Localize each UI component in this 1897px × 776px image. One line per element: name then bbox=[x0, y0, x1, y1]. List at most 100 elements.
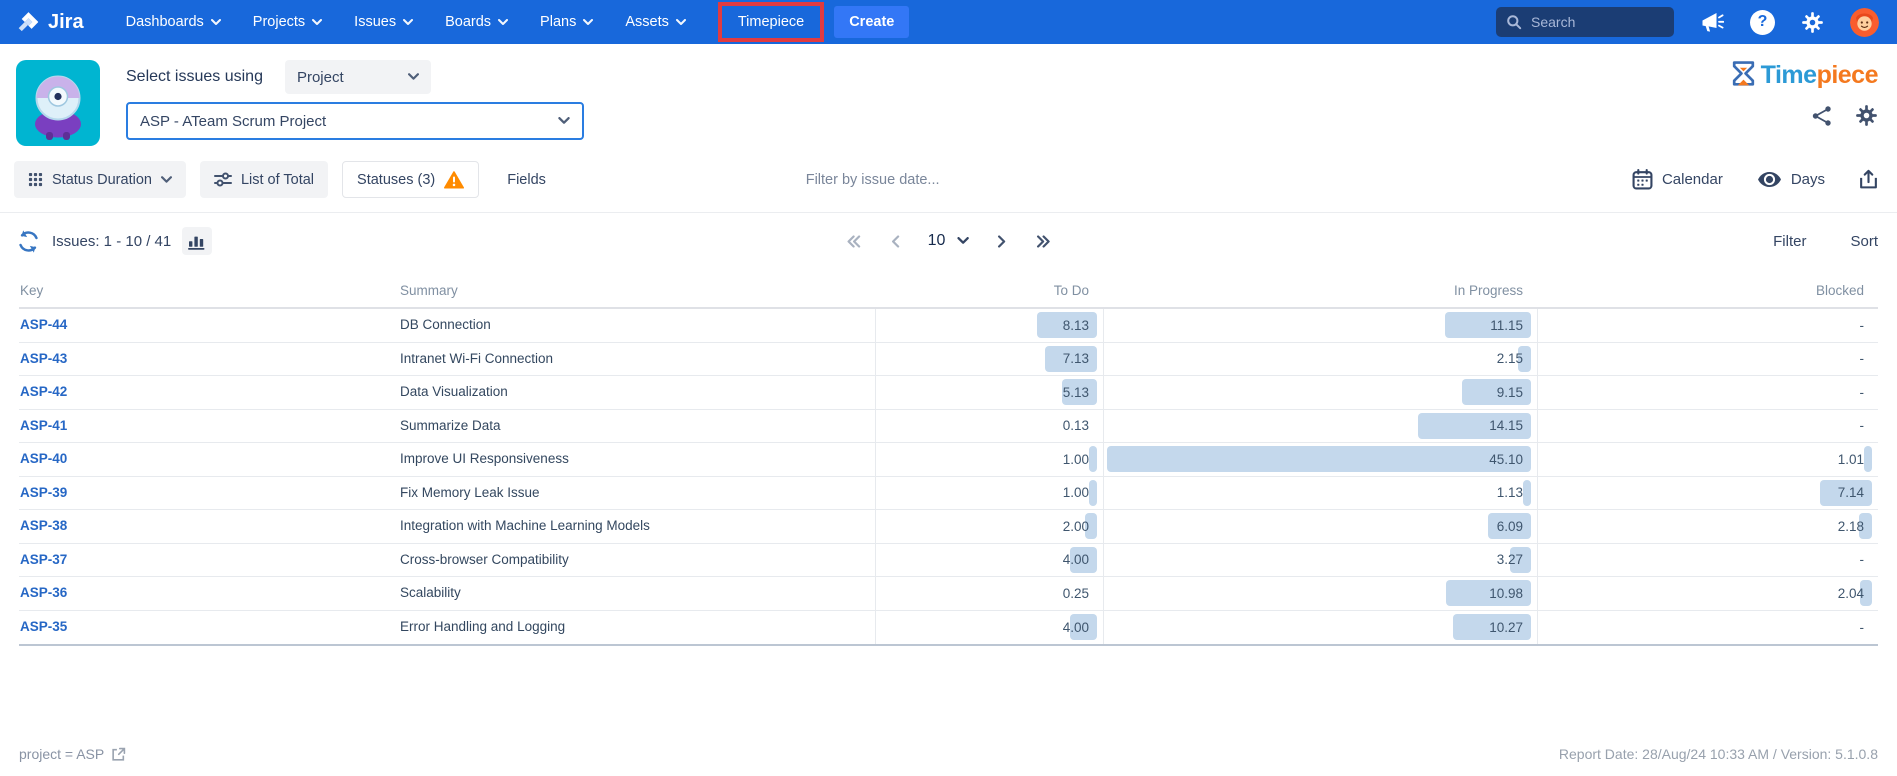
summary-cell: Intranet Wi-Fi Connection bbox=[400, 350, 875, 368]
todo-value: 4.00 bbox=[1063, 620, 1089, 635]
column-header-summary[interactable]: Summary bbox=[400, 283, 875, 298]
key-cell: ASP-42 bbox=[19, 383, 400, 401]
issue-key-link[interactable]: ASP-35 bbox=[20, 619, 67, 634]
table-row: ASP-35 Error Handling and Logging 4.00 1… bbox=[19, 611, 1878, 645]
issue-key-link[interactable]: ASP-37 bbox=[20, 552, 67, 567]
statuses-button[interactable]: Statuses (3) bbox=[342, 161, 479, 198]
bar-chart-icon[interactable] bbox=[182, 227, 212, 255]
refresh-icon[interactable] bbox=[16, 229, 41, 254]
search-box[interactable] bbox=[1496, 7, 1674, 37]
summary-cell: Fix Memory Leak Issue bbox=[400, 484, 875, 502]
nav-item-plans[interactable]: Plans bbox=[540, 14, 593, 30]
first-page-button[interactable] bbox=[844, 233, 863, 250]
nav-item-dashboards[interactable]: Dashboards bbox=[126, 14, 221, 30]
gear-icon[interactable] bbox=[1801, 11, 1824, 34]
nav-item-boards[interactable]: Boards bbox=[445, 14, 508, 30]
jql-text: project = ASP bbox=[19, 746, 104, 762]
issue-key-link[interactable]: ASP-41 bbox=[20, 418, 67, 433]
nav-item-issues[interactable]: Issues bbox=[354, 14, 413, 30]
app-icon bbox=[16, 60, 100, 151]
sort-button[interactable]: Sort bbox=[1850, 233, 1878, 250]
filter-button[interactable]: Filter bbox=[1773, 233, 1806, 250]
export-icon[interactable] bbox=[1859, 169, 1878, 190]
issue-key-link[interactable]: ASP-39 bbox=[20, 485, 67, 500]
blocked-cell: 2.18 bbox=[1537, 510, 1878, 543]
todo-value: 8.13 bbox=[1063, 318, 1089, 333]
issue-key-link[interactable]: ASP-40 bbox=[20, 451, 67, 466]
blocked-value: 2.04 bbox=[1838, 586, 1864, 601]
column-header-blocked[interactable]: Blocked bbox=[1537, 283, 1878, 298]
in-progress-cell: 14.15 bbox=[1103, 410, 1537, 443]
issue-key-link[interactable]: ASP-43 bbox=[20, 351, 67, 366]
key-cell: ASP-44 bbox=[19, 316, 400, 334]
summary-cell: Data Visualization bbox=[400, 383, 875, 401]
share-icon[interactable] bbox=[1811, 105, 1833, 127]
key-cell: ASP-38 bbox=[19, 517, 400, 535]
issue-key-link[interactable]: ASP-42 bbox=[20, 384, 67, 399]
nav-item-assets[interactable]: Assets bbox=[625, 14, 686, 30]
fields-label: Fields bbox=[507, 172, 546, 188]
todo-cell: 0.13 bbox=[875, 410, 1103, 443]
nav-item-projects[interactable]: Projects bbox=[253, 14, 322, 30]
project-select-dropdown[interactable]: ASP - ATeam Scrum Project bbox=[126, 102, 584, 140]
jql-link[interactable]: project = ASP bbox=[19, 746, 126, 762]
duration-report-table: Key Summary To Do In Progress Blocked AS… bbox=[0, 269, 1897, 646]
todo-cell: 4.00 bbox=[875, 611, 1103, 645]
table-row: ASP-37 Cross-browser Compatibility 4.00 … bbox=[19, 544, 1878, 578]
chevron-down-icon bbox=[403, 19, 413, 26]
in-progress-cell: 6.09 bbox=[1103, 510, 1537, 543]
page-size-dropdown[interactable]: 10 bbox=[928, 232, 970, 250]
todo-value: 1.00 bbox=[1063, 485, 1089, 500]
report-type-dropdown[interactable]: Status Duration bbox=[14, 161, 186, 198]
next-page-button[interactable] bbox=[995, 233, 1008, 250]
table-row: ASP-43 Intranet Wi-Fi Connection 7.13 2.… bbox=[19, 343, 1878, 377]
summary-cell: Cross-browser Compatibility bbox=[400, 551, 875, 569]
in-progress-cell: 3.27 bbox=[1103, 544, 1537, 577]
blocked-value: 7.14 bbox=[1838, 485, 1864, 500]
issue-key-link[interactable]: ASP-38 bbox=[20, 518, 67, 533]
in-progress-cell: 10.27 bbox=[1103, 611, 1537, 645]
in-progress-value: 14.15 bbox=[1489, 418, 1523, 433]
todo-value: 5.13 bbox=[1063, 385, 1089, 400]
issue-source-mode-dropdown[interactable]: Project bbox=[285, 60, 431, 94]
blocked-cell: - bbox=[1537, 376, 1878, 409]
statuses-label: Statuses (3) bbox=[357, 172, 435, 188]
column-header-key[interactable]: Key bbox=[19, 283, 400, 298]
table-header-row: Key Summary To Do In Progress Blocked bbox=[19, 283, 1878, 309]
blocked-cell: - bbox=[1537, 611, 1878, 645]
issues-count-label: Issues: 1 - 10 / 41 bbox=[52, 233, 171, 250]
help-icon[interactable]: ? bbox=[1750, 10, 1775, 35]
issue-key-link[interactable]: ASP-36 bbox=[20, 585, 67, 600]
key-cell: ASP-43 bbox=[19, 350, 400, 368]
create-button[interactable]: Create bbox=[834, 6, 909, 38]
issue-summary: Intranet Wi-Fi Connection bbox=[400, 351, 553, 366]
issue-date-filter[interactable]: Filter by issue date... bbox=[806, 172, 940, 188]
nav-item-timepiece[interactable]: Timepiece bbox=[738, 14, 804, 30]
blocked-cell: - bbox=[1537, 343, 1878, 376]
nav-right-group: ? bbox=[1496, 7, 1879, 37]
chevron-down-icon bbox=[211, 19, 221, 26]
report-settings-gear-icon[interactable] bbox=[1855, 104, 1878, 127]
blocked-value: - bbox=[1860, 552, 1865, 567]
last-page-button[interactable] bbox=[1034, 233, 1053, 250]
issue-key-link[interactable]: ASP-44 bbox=[20, 317, 67, 332]
list-of-total-button[interactable]: List of Total bbox=[200, 161, 328, 198]
todo-cell: 5.13 bbox=[875, 376, 1103, 409]
fields-button[interactable]: Fields bbox=[493, 161, 560, 198]
page-size-value: 10 bbox=[928, 232, 946, 250]
prev-page-button[interactable] bbox=[889, 233, 902, 250]
todo-value: 1.00 bbox=[1063, 452, 1089, 467]
chevron-down-icon bbox=[583, 19, 593, 26]
megaphone-icon[interactable] bbox=[1700, 11, 1724, 33]
column-header-todo[interactable]: To Do bbox=[875, 283, 1103, 298]
avatar[interactable] bbox=[1850, 8, 1879, 37]
timepiece-report-page: Jira Dashboards Projects Issues Boards Plans… bbox=[0, 0, 1897, 776]
column-header-in-progress[interactable]: In Progress bbox=[1103, 283, 1537, 298]
search-input[interactable] bbox=[1531, 14, 1651, 30]
in-progress-value: 3.27 bbox=[1497, 552, 1523, 567]
jira-logo[interactable]: Jira bbox=[16, 10, 84, 35]
calendar-button[interactable]: Calendar bbox=[1632, 169, 1723, 190]
issue-summary: DB Connection bbox=[400, 317, 491, 332]
days-toggle-button[interactable]: Days bbox=[1757, 171, 1825, 188]
todo-value: 4.00 bbox=[1063, 552, 1089, 567]
